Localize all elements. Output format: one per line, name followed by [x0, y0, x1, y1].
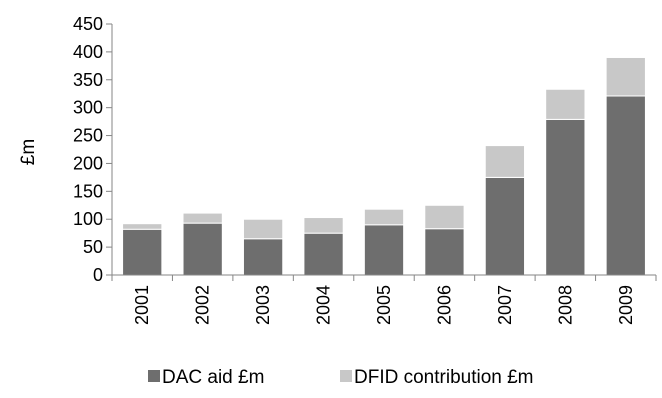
bar-dac-aid-2008 [545, 118, 586, 276]
y-tick-label: 150 [73, 181, 103, 201]
bar-dfid-contribution-2002 [182, 212, 223, 224]
bar-dac-aid-2004 [303, 232, 344, 276]
y-tick-label: 450 [73, 14, 103, 34]
x-tick-label: 2009 [616, 285, 636, 325]
y-tick-label: 50 [83, 237, 103, 257]
x-tick-label: 2007 [495, 285, 515, 325]
y-tick-label: 300 [73, 98, 103, 118]
bar-dac-aid-2007 [484, 176, 526, 276]
bar-dac-aid-2005 [363, 224, 405, 276]
y-tick-label: 400 [73, 42, 103, 62]
bar-dfid-contribution-2006 [424, 204, 465, 230]
y-tick-label: 350 [73, 70, 103, 90]
y-tick-label: 200 [73, 153, 103, 173]
x-axis: 2001 2002 2003 2004 2005 2006 2007 2008 2009 [111, 274, 657, 325]
x-tick-label: 2008 [555, 285, 575, 325]
y-tick-label: 100 [73, 209, 103, 229]
bars [122, 56, 646, 276]
legend: DAC aid £m DFID contribution £m [148, 367, 534, 388]
bar-dfid-contribution-2004 [303, 217, 344, 234]
bar-dfid-contribution-2009 [605, 56, 646, 97]
bar-dfid-contribution-2001 [122, 223, 163, 230]
legend-label-dac-aid: DAC aid £m [162, 367, 264, 388]
x-tick-label: 2002 [193, 285, 213, 325]
y-axis: 0 50 100 150 200 250 300 350 400 450 [73, 14, 113, 285]
x-tick-label: 2006 [434, 285, 454, 325]
x-tick-label: 2004 [314, 285, 334, 325]
bar-dac-aid-2009 [605, 95, 646, 276]
legend-swatch-dac-aid [148, 370, 160, 382]
x-tick-label: 2005 [374, 285, 394, 325]
bar-dac-aid-2002 [182, 222, 223, 276]
x-tick-label: 2001 [132, 285, 152, 325]
bar-dac-aid-2003 [242, 238, 284, 276]
bar-dac-aid-2006 [424, 228, 465, 276]
bar-dfid-contribution-2003 [242, 218, 284, 240]
y-tick-label: 250 [73, 126, 103, 146]
legend-label-dfid-contribution: DFID contribution £m [354, 367, 534, 388]
bar-dfid-contribution-2007 [484, 145, 526, 178]
bar-dfid-contribution-2005 [363, 208, 405, 226]
bar-dfid-contribution-2008 [545, 88, 586, 120]
legend-swatch-dfid-contribution [340, 370, 352, 382]
y-axis-title: £m [18, 139, 39, 165]
bar-dac-aid-2001 [122, 228, 163, 276]
x-tick-label: 2003 [253, 285, 273, 325]
y-tick-label: 0 [93, 265, 103, 285]
